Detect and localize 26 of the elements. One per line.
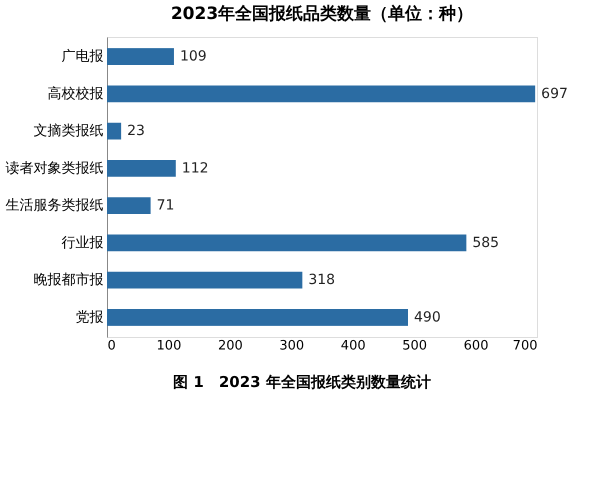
y-tick-label: 文摘类报纸 [34, 123, 104, 140]
data-label: 585 [472, 234, 500, 251]
data-label: 490 [414, 309, 441, 326]
x-tick-label: 600 [464, 338, 488, 354]
y-tick-label: 晚报都市报 [34, 272, 104, 288]
y-tick-label: 广电报 [62, 48, 104, 65]
data-label: 23 [127, 123, 145, 140]
y-tick-label: 党报 [76, 309, 104, 326]
y-tick-label: 读者对象类报纸 [6, 160, 104, 176]
data-label: 318 [308, 272, 336, 288]
chart-title: 2023年全国报纸品类数量（单位：种） [170, 4, 474, 24]
x-tick-label: 400 [340, 338, 366, 354]
y-tick-label: 高校校报 [48, 86, 104, 102]
x-tick-label: 200 [218, 338, 243, 354]
x-tick-label: 500 [402, 338, 428, 354]
x-tick-label: 300 [279, 338, 304, 354]
y-tick-label: 生活服务类报纸 [6, 198, 104, 214]
data-label: 109 [180, 48, 207, 65]
data-label: 697 [541, 86, 568, 102]
x-tick-label: 700 [512, 338, 538, 354]
x-tick-label: 100 [156, 338, 182, 354]
caption: 图 1 2023 年全国报纸类别数量统计 [173, 373, 431, 391]
data-label: 112 [182, 160, 209, 176]
data-label: 71 [156, 198, 174, 214]
x-tick-label: 0 [108, 338, 116, 354]
y-tick-label: 行业报 [62, 234, 104, 251]
